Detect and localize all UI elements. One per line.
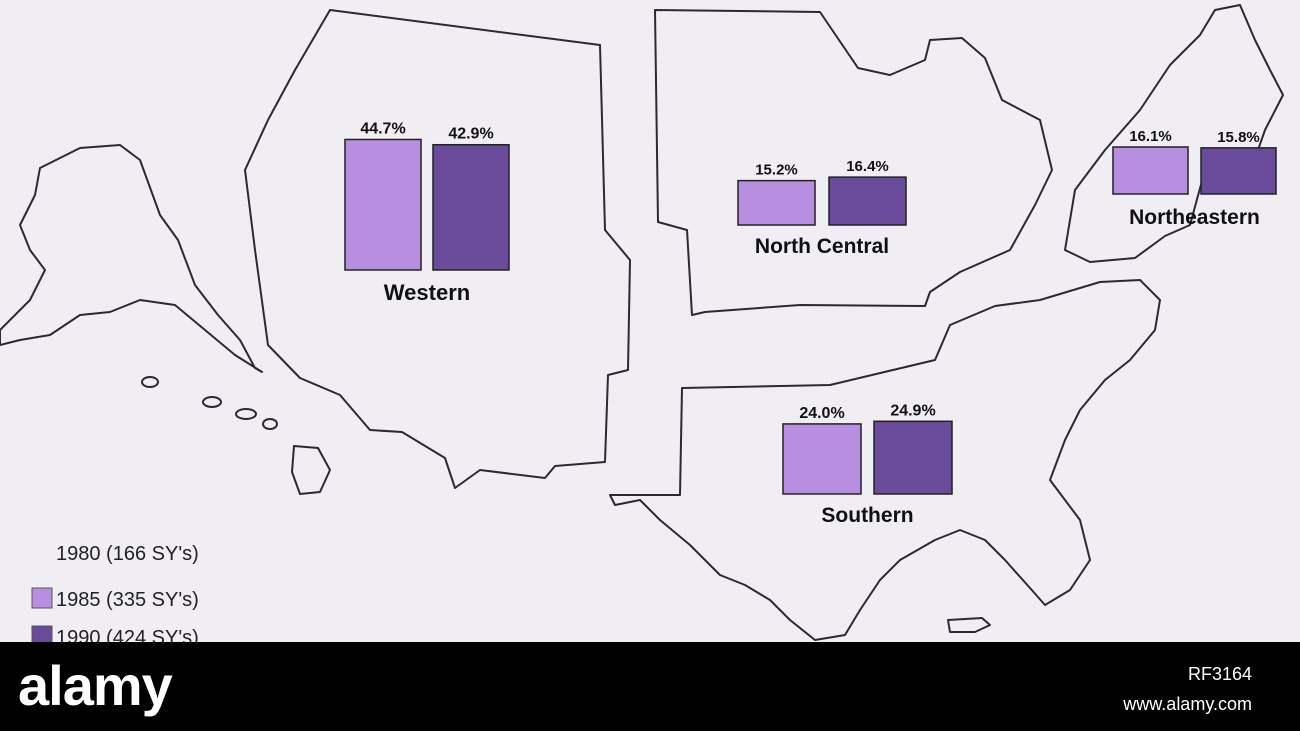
puerto-rico-outline xyxy=(947,617,991,633)
bars-layer xyxy=(344,138,1277,495)
value-label-north-central-1985: 15.2% xyxy=(755,162,798,179)
value-label-southern-1990: 24.9% xyxy=(890,402,935,419)
region-labels-layer: Western North Central Northeastern Southern xyxy=(384,206,1260,527)
value-label-western-1985: 44.7% xyxy=(360,120,405,137)
site-url-text: www.alamy.com xyxy=(1123,694,1252,714)
watermark-bar xyxy=(0,642,1300,731)
legend-label-1980: 1980 (166 SY's) xyxy=(56,543,199,565)
western-region-outline xyxy=(244,9,631,489)
north-central-region-outline xyxy=(654,9,1053,316)
bar-western-1985 xyxy=(344,138,422,271)
image-id-text: RF3164 xyxy=(1187,664,1252,684)
bar-southern-1990 xyxy=(873,420,953,495)
bar-northeastern-1985 xyxy=(1112,146,1189,195)
alamy-logo: alamy xyxy=(18,654,173,717)
bar-southern-1985 xyxy=(782,423,862,495)
bar-north-central-1985 xyxy=(737,179,816,226)
southern-region-outline xyxy=(609,279,1161,641)
value-label-north-central-1990: 16.4% xyxy=(846,158,889,175)
northeastern-region-outline xyxy=(1064,4,1284,263)
value-label-southern-1985: 24.0% xyxy=(799,405,844,422)
bar-western-1990 xyxy=(432,143,510,271)
region-label-north-central: North Central xyxy=(755,235,889,258)
value-label-western-1990: 42.9% xyxy=(448,126,493,143)
legend: 1980 (166 SY's) 1985 (335 SY's) 1990 (42… xyxy=(31,543,199,649)
legend-swatch-1990 xyxy=(31,625,53,643)
region-label-southern: Southern xyxy=(821,504,913,527)
value-labels-layer: 44.7% 42.9% 15.2% 16.4% 16.1% 15.8% 24.0% 24.9% xyxy=(360,120,1259,421)
alaska-outline xyxy=(0,144,263,373)
bar-north-central-1990 xyxy=(828,176,907,226)
region-outlines xyxy=(0,4,1284,641)
legend-label-1985: 1985 (335 SY's) xyxy=(56,589,199,611)
bar-northeastern-1990 xyxy=(1200,147,1277,195)
region-label-northeastern: Northeastern xyxy=(1129,206,1260,229)
region-label-western: Western xyxy=(384,280,470,305)
legend-swatch-1985 xyxy=(31,587,53,609)
value-label-northeastern-1990: 15.8% xyxy=(1217,129,1260,146)
value-label-northeastern-1985: 16.1% xyxy=(1129,128,1172,145)
hawaii-outline xyxy=(141,376,331,495)
